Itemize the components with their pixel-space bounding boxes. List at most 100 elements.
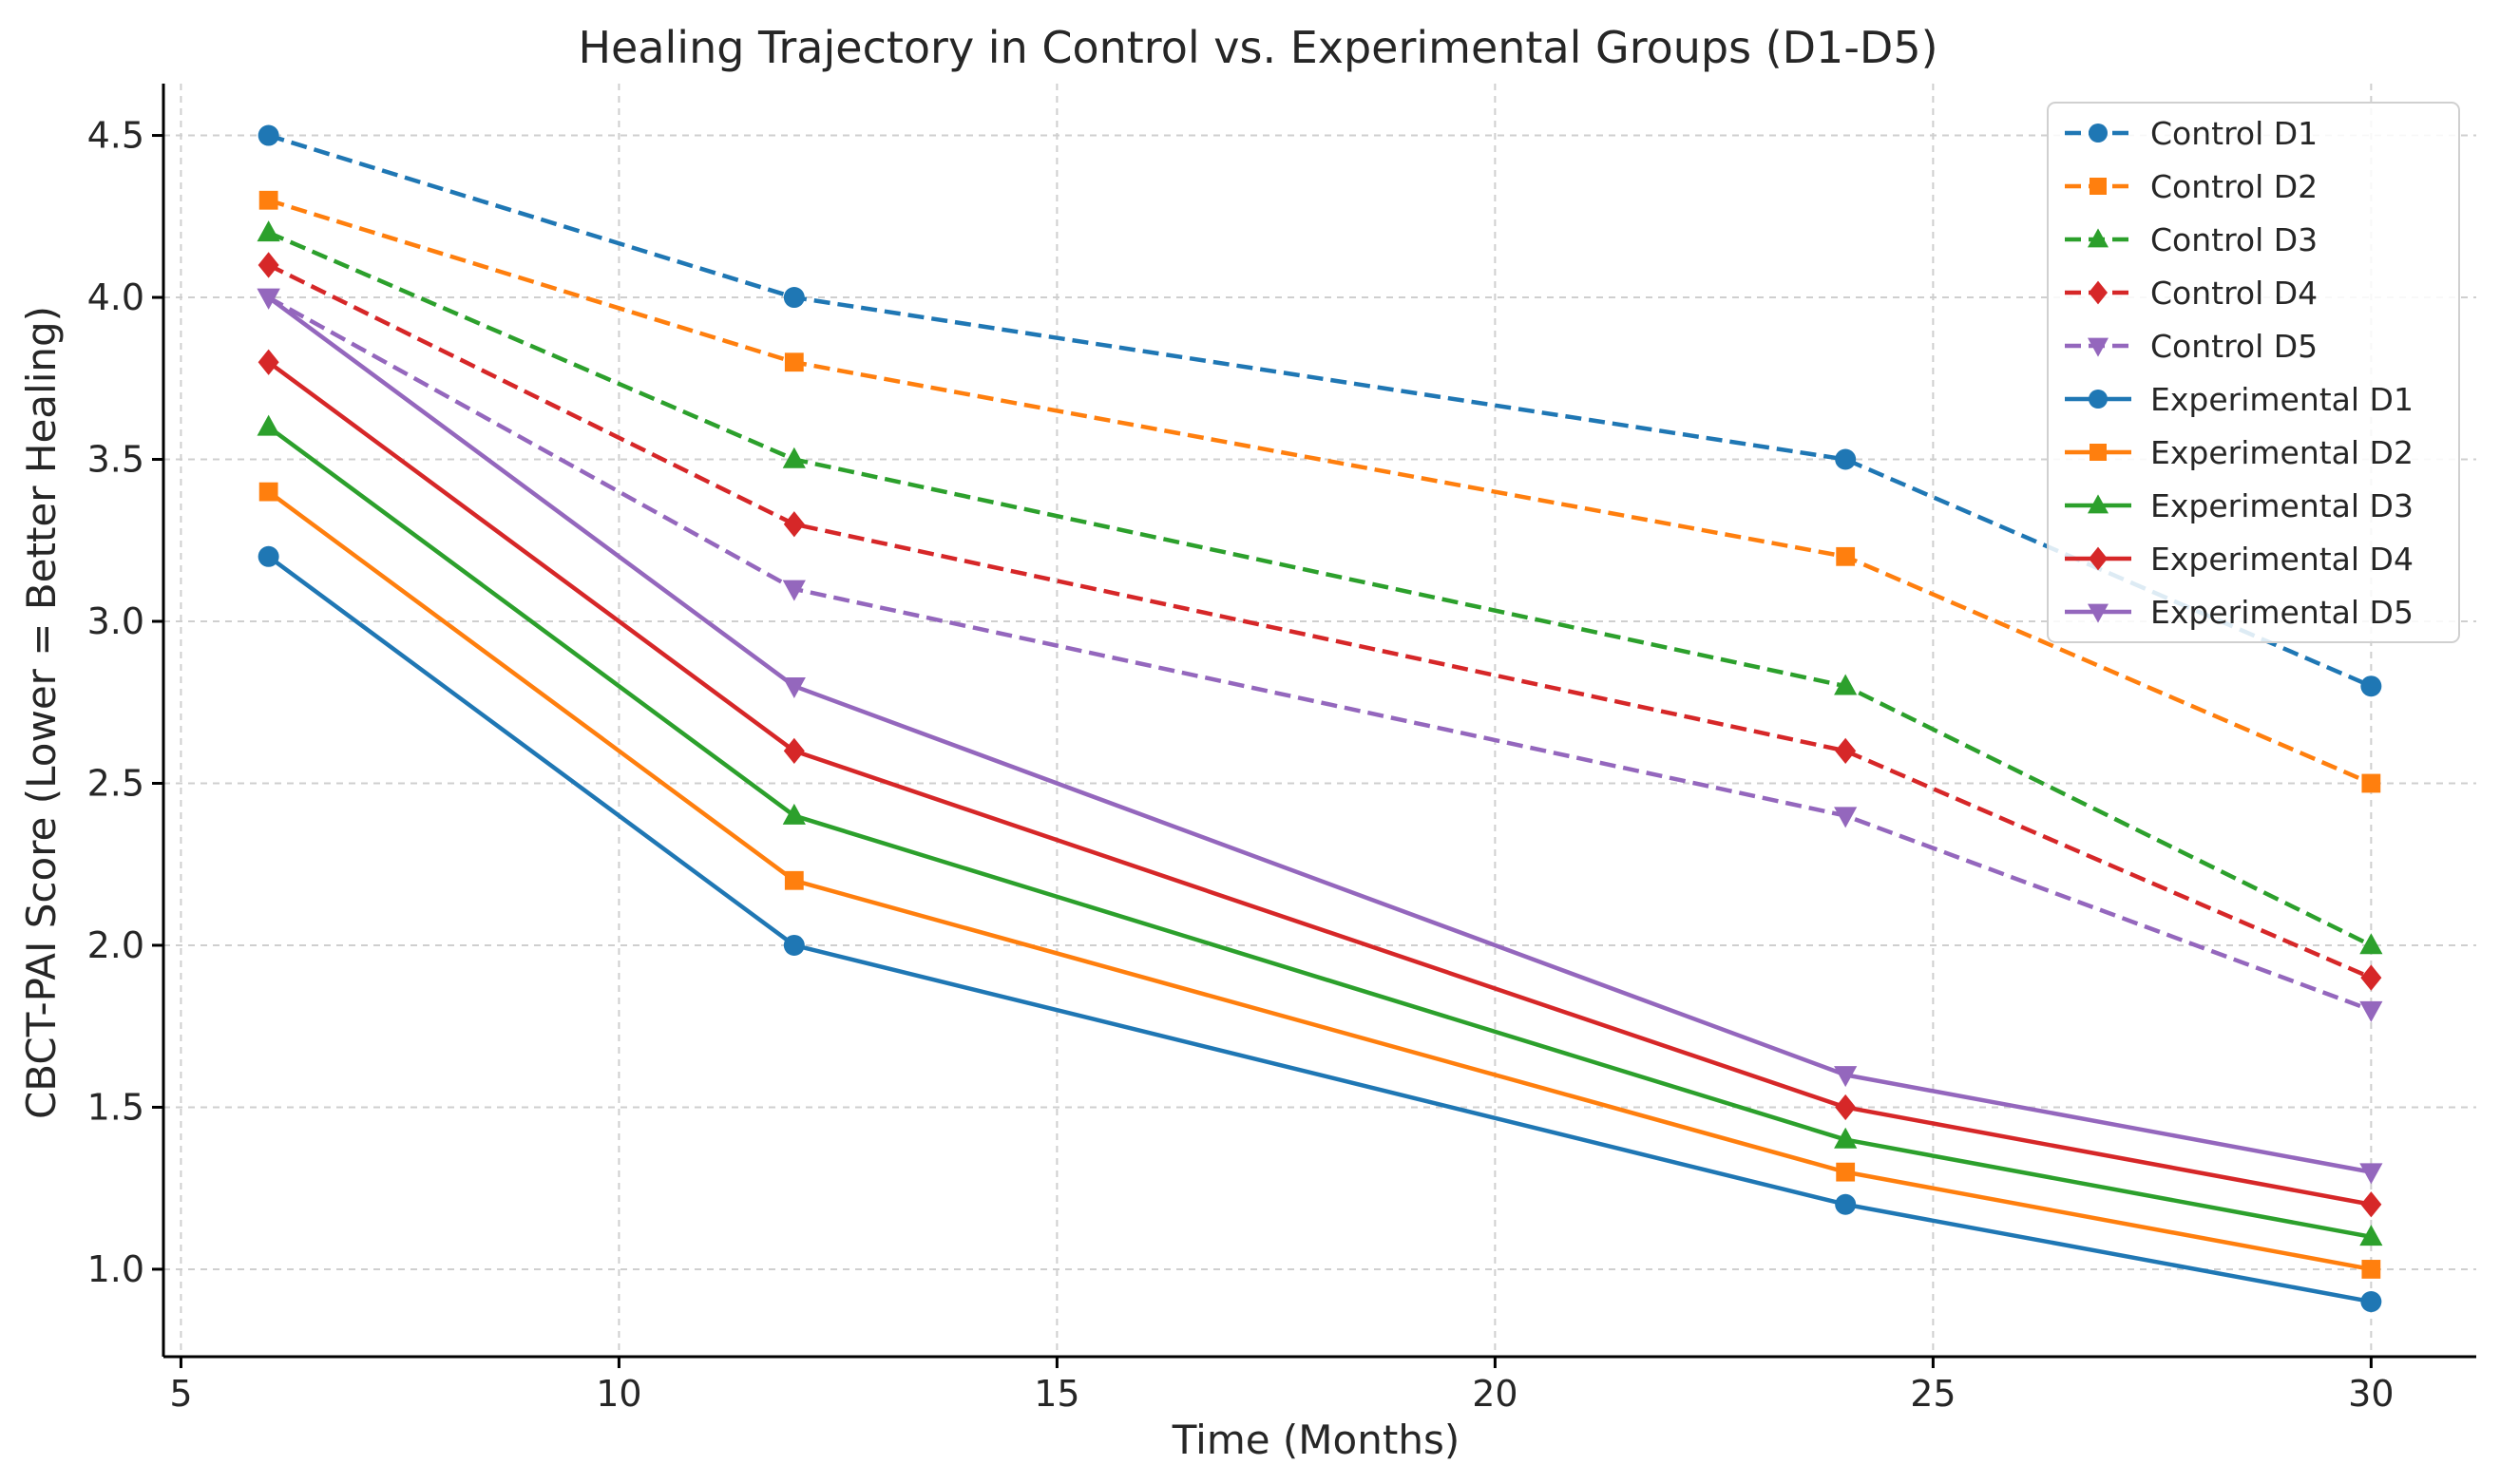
series-experimental-d5 [257, 288, 2383, 1185]
data-point [2359, 1225, 2383, 1246]
series-line [267, 360, 2372, 1207]
data-point [784, 870, 804, 890]
y-axis-label: CBCT-PAI Score (Lower = Better Healing) [18, 306, 65, 1119]
series-line [267, 198, 2373, 786]
data-point [2359, 1163, 2383, 1185]
legend-label: Control D2 [2150, 168, 2318, 205]
x-tick-label: 10 [596, 1373, 641, 1415]
series-line [267, 230, 2373, 947]
legend-marker [2089, 546, 2108, 571]
data-point [2360, 964, 2382, 991]
y-axis-ticks: 1.0 1.5 2.0 2.5 3.0 3.5 4.0 4.5 [87, 115, 163, 1290]
data-point [1836, 546, 1856, 566]
y-tick-label: 2.0 [87, 924, 144, 966]
series-control-d4 [258, 252, 2382, 991]
legend-label: Control D4 [2150, 275, 2318, 312]
x-tick-label: 15 [1034, 1373, 1079, 1415]
data-point [1835, 737, 1857, 765]
series-experimental-d1 [258, 545, 2382, 1313]
legend-marker [2088, 603, 2109, 623]
x-axis-ticks: 5 10 15 20 25 30 [169, 1357, 2395, 1415]
data-point [258, 190, 278, 210]
data-point [258, 124, 279, 146]
data-point [2359, 1000, 2383, 1022]
data-series [257, 124, 2383, 1313]
legend-label: Experimental D4 [2150, 541, 2414, 578]
series-line [267, 133, 2373, 689]
chart-title: Healing Trajectory in Control vs. Experi… [578, 22, 1937, 73]
y-tick-label: 4.0 [87, 276, 144, 318]
legend-box [2047, 102, 2460, 643]
data-point [2361, 1260, 2381, 1279]
x-axis-label: Time (Months) [1172, 1417, 1460, 1463]
legend-label: Control D3 [2150, 221, 2318, 258]
y-tick-label: 1.5 [87, 1086, 144, 1128]
legend-marker [2088, 337, 2109, 357]
series-experimental-d2 [258, 482, 2381, 1279]
legend-item: Experimental D1 [2065, 381, 2414, 418]
axes [162, 84, 2476, 1359]
series-line [267, 425, 2372, 1240]
data-point [782, 803, 806, 825]
series-line [267, 295, 2372, 1174]
y-tick-label: 4.5 [87, 115, 144, 157]
data-point [258, 252, 279, 278]
y-tick-label: 1.0 [87, 1248, 144, 1290]
data-point [1834, 1066, 1858, 1088]
data-point [783, 934, 805, 956]
data-point [1834, 1127, 1858, 1149]
data-point [783, 737, 805, 765]
series-experimental-d3 [257, 414, 2383, 1246]
data-point [782, 580, 806, 601]
data-point [783, 511, 805, 538]
data-point [782, 447, 806, 468]
data-point [1835, 448, 1857, 470]
legend-marker [2090, 444, 2107, 461]
data-point [258, 349, 279, 375]
series-line [267, 295, 2373, 1013]
data-point [258, 482, 278, 502]
legend-item: Experimental D3 [2065, 487, 2414, 524]
x-tick-label: 20 [1472, 1373, 1517, 1415]
legend-item: Experimental D4 [2065, 541, 2414, 578]
legend-label: Experimental D1 [2150, 381, 2414, 418]
y-tick-label: 2.5 [87, 762, 144, 804]
data-point [784, 352, 804, 372]
series-control-d1 [258, 124, 2382, 697]
data-point [2360, 1291, 2382, 1313]
legend-label: Control D1 [2150, 115, 2318, 152]
legend-label: Experimental D2 [2150, 434, 2414, 471]
series-line [267, 489, 2372, 1272]
data-point [1835, 1094, 1857, 1121]
legend-marker [2089, 124, 2108, 143]
x-tick-label: 5 [169, 1373, 192, 1415]
series-control-d3 [257, 220, 2383, 955]
data-point [783, 287, 805, 309]
legend-item: Control D3 [2065, 221, 2318, 258]
legend-label: Control D5 [2150, 328, 2318, 365]
legend-item: Control D2 [2065, 168, 2318, 205]
data-point [1835, 1193, 1857, 1215]
legend-label: Experimental D3 [2150, 487, 2414, 524]
legend-item: Control D4 [2065, 275, 2318, 312]
data-point [1834, 807, 1858, 828]
data-point [2361, 773, 2381, 793]
legend-item: Experimental D5 [2065, 594, 2414, 631]
data-point [782, 676, 806, 698]
legend-marker [2088, 494, 2109, 514]
series-control-d2 [258, 190, 2381, 793]
series-experimental-d4 [258, 349, 2382, 1218]
series-line [267, 555, 2372, 1304]
data-point [2359, 933, 2383, 955]
legend-marker [2088, 228, 2109, 248]
legend: Control D1 Control D2 Control D3 Control D4… [2047, 102, 2460, 643]
data-point [1836, 1162, 1856, 1182]
legend-item: Control D1 [2065, 115, 2318, 152]
data-point [258, 545, 279, 567]
x-tick-label: 30 [2348, 1373, 2394, 1415]
data-point [257, 414, 280, 436]
data-point [257, 220, 280, 242]
y-tick-label: 3.5 [87, 439, 144, 481]
data-point [2360, 1191, 2382, 1218]
